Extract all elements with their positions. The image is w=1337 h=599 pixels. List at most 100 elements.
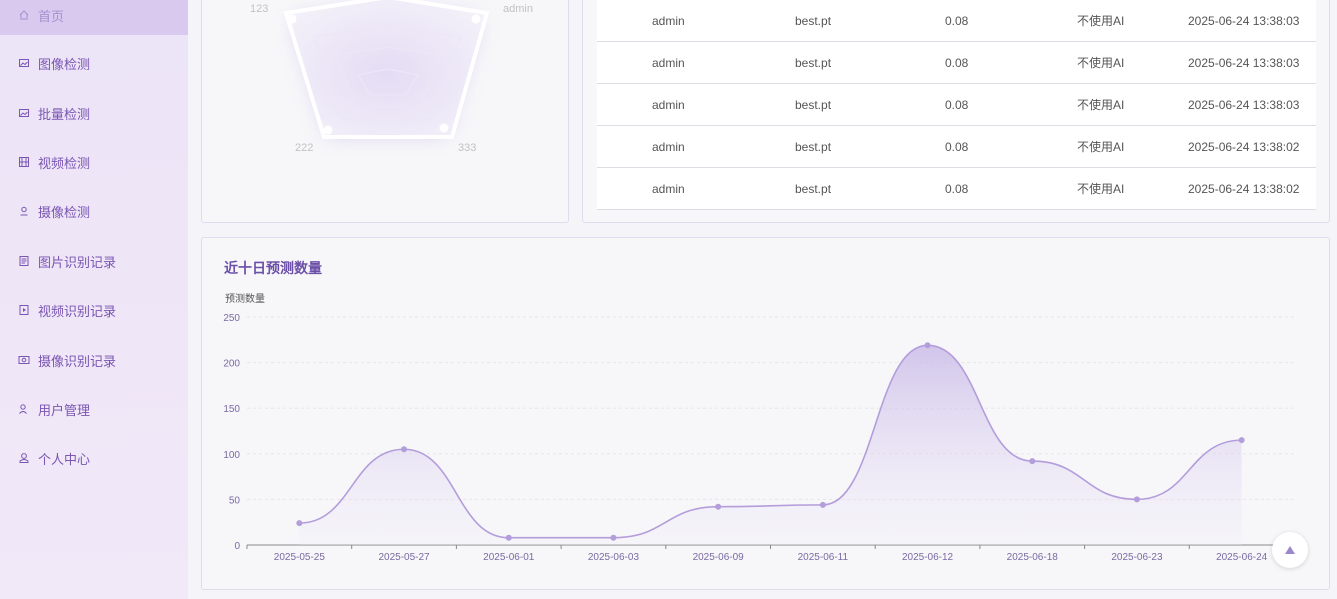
sidebar-item-label: 用户管理 (38, 402, 91, 418)
cell-ai-mode: 不使用AI (1077, 56, 1125, 70)
radar-point (471, 14, 481, 24)
cell-confidence: 0.08 (945, 140, 969, 154)
camera-record-icon (18, 354, 30, 366)
radar-area (283, 0, 490, 139)
radar-ring (357, 68, 419, 96)
data-point[interactable] (819, 501, 826, 508)
sidebar-item-image[interactable]: 图像检测 (0, 43, 188, 83)
x-tick-label: 2025-06-01 (483, 552, 535, 563)
video-record-icon (18, 304, 30, 316)
profile-icon (18, 452, 30, 464)
sidebar-item-label: 首页 (38, 8, 65, 24)
cell-confidence: 0.08 (945, 14, 969, 28)
sidebar-item-label: 摄像识别记录 (38, 353, 117, 369)
table-row[interactable]: admin best.pt 0.08 不使用AI 2025-06-24 13:38:03 (597, 84, 1316, 126)
line-chart: 预测数量 0 50 100 150 200 250 2025-05-25 2025-05-27 2… (223, 292, 1295, 563)
cell-ai-mode: 不使用AI (1077, 182, 1125, 196)
x-tick-label: 2025-06-11 (798, 552, 849, 563)
x-tick-label: 2025-06-12 (902, 552, 954, 563)
radar-point (323, 125, 333, 135)
x-tick-label: 2025-05-27 (378, 552, 430, 563)
radar-chart-card: 123 admin 222 333 (201, 0, 569, 223)
radar-label: 123 (250, 3, 268, 15)
sidebar-item-profile[interactable]: 个人中心 (0, 438, 188, 478)
x-tick-label: 2025-06-09 (693, 552, 745, 563)
cell-time: 2025-06-24 13:38:02 (1188, 140, 1300, 154)
data-point[interactable] (401, 446, 408, 453)
image-icon (18, 57, 30, 69)
cell-model: best.pt (795, 182, 832, 196)
table-row[interactable]: admin best.pt 0.08 不使用AI 2025-06-24 13:38:03 (597, 0, 1316, 42)
home-icon (18, 9, 30, 21)
user-manage-icon (18, 403, 30, 415)
radar-ring (335, 46, 441, 108)
data-point[interactable] (715, 503, 722, 510)
cell-model: best.pt (795, 140, 832, 154)
data-point[interactable] (296, 520, 303, 527)
images-icon (18, 107, 30, 119)
cell-ai-mode: 不使用AI (1077, 140, 1125, 154)
cell-time: 2025-06-24 13:38:03 (1188, 98, 1300, 112)
sidebar-item-images[interactable]: 批量检测 (0, 93, 188, 133)
x-tick-label: 2025-06-03 (588, 552, 640, 563)
chart-title: 近十日预测数量 (224, 260, 322, 276)
data-point[interactable] (1238, 437, 1245, 444)
sidebar-item-label: 视频检测 (38, 155, 91, 171)
cell-user: admin (652, 140, 685, 154)
cell-time: 2025-06-24 13:38:03 (1188, 56, 1300, 70)
sidebar-item-camera[interactable]: 摄像检测 (0, 191, 188, 231)
cell-model: best.pt (795, 56, 832, 70)
radar-label: 333 (458, 142, 476, 154)
sidebar-item-label: 视频识别记录 (38, 303, 117, 319)
data-point[interactable] (1133, 496, 1140, 503)
data-point[interactable] (505, 534, 512, 541)
data-point[interactable] (610, 534, 617, 541)
radar-chart: 123 admin 222 333 (250, 0, 533, 154)
image-record-icon (18, 255, 30, 267)
video-icon (18, 156, 30, 168)
cell-user: admin (652, 14, 685, 28)
cell-ai-mode: 不使用AI (1077, 98, 1125, 112)
table-row[interactable]: admin best.pt 0.08 不使用AI 2025-06-24 13:38:02 (597, 126, 1316, 168)
radar-label: 222 (295, 142, 313, 154)
sidebar-item-home[interactable]: 首页 (0, 0, 188, 35)
radar-point (439, 123, 449, 133)
y-tick-label: 250 (223, 313, 240, 324)
x-tick-label: 2025-06-18 (1007, 552, 1059, 563)
series-area (299, 345, 1242, 545)
cell-confidence: 0.08 (945, 182, 969, 196)
cell-user: admin (652, 98, 685, 112)
sidebar-item-video-record[interactable]: 视频识别记录 (0, 290, 188, 330)
cell-model: best.pt (795, 14, 832, 28)
sidebar-item-video[interactable]: 视频检测 (0, 142, 188, 182)
series-line (299, 344, 1242, 539)
records-table-card: admin best.pt 0.08 不使用AI 2025-06-24 13:38:03… (582, 0, 1330, 223)
y-tick-label: 200 (223, 359, 240, 370)
table-row[interactable]: admin best.pt 0.08 不使用AI 2025-06-24 13:38:02 (597, 168, 1316, 210)
cell-confidence: 0.08 (945, 98, 969, 112)
y-axis-label: 预测数量 (225, 292, 265, 305)
radar-point (287, 14, 297, 24)
cell-model: best.pt (795, 98, 832, 112)
y-tick-label: 50 (229, 495, 241, 506)
radar-ring (313, 24, 461, 120)
trend-chart-card: 近十日预测数量 预测数量 0 50 100 150 200 250 2025-05-25 202… (201, 237, 1330, 590)
x-tick-label: 2025-06-23 (1111, 552, 1163, 563)
data-point[interactable] (924, 342, 931, 349)
cell-time: 2025-06-24 13:38:03 (1188, 14, 1300, 28)
radar-label: admin (503, 3, 533, 15)
scroll-top-button[interactable] (1272, 532, 1308, 568)
sidebar-item-label: 图像检测 (38, 56, 91, 72)
sidebar-item-label: 批量检测 (38, 106, 91, 122)
x-tick-label: 2025-05-25 (274, 552, 326, 563)
cell-confidence: 0.08 (945, 56, 969, 70)
sidebar-item-camera-record[interactable]: 摄像识别记录 (0, 340, 188, 380)
sidebar-item-label: 图片识别记录 (38, 254, 117, 270)
sidebar-item-user-manage[interactable]: 用户管理 (0, 389, 188, 429)
sidebar: 首页图像检测批量检测视频检测摄像检测图片识别记录 视频识别记录 摄像识别记录 用户管理… (0, 0, 188, 599)
cell-user: admin (652, 182, 685, 196)
table-row[interactable]: admin best.pt 0.08 不使用AI 2025-06-24 13:38:03 (597, 42, 1316, 84)
data-point[interactable] (1029, 458, 1036, 465)
cell-time: 2025-06-24 13:38:02 (1188, 182, 1300, 196)
sidebar-item-image-record[interactable]: 图片识别记录 (0, 241, 188, 281)
